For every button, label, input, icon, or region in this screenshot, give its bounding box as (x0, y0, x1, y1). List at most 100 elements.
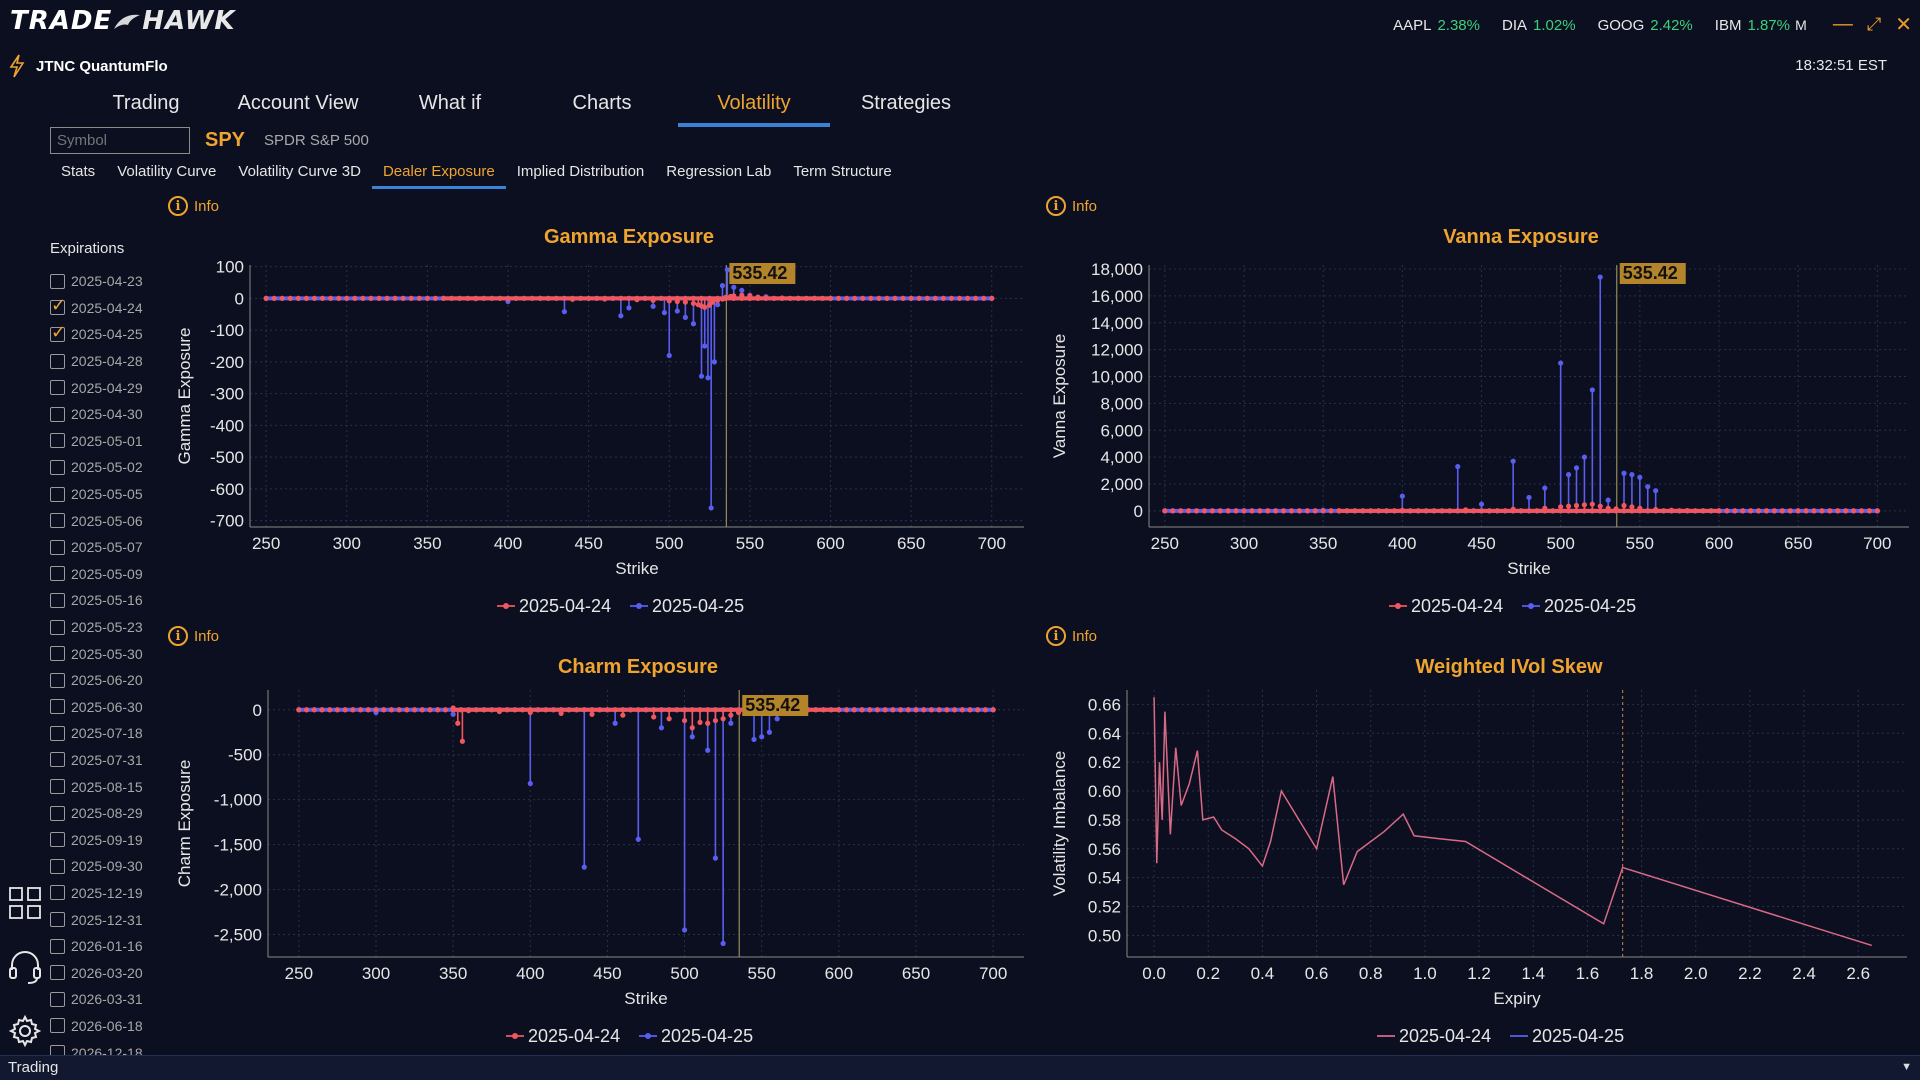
expiration-item[interactable]: 2025-07-18 (50, 720, 143, 747)
skew-info-button[interactable]: i Info (1046, 626, 1097, 646)
expiration-checkbox[interactable] (50, 406, 65, 422)
expiration-checkbox[interactable] (50, 433, 65, 449)
expiration-item[interactable]: 2025-04-25 (50, 321, 143, 348)
ticker-item[interactable]: AAPL 2.38% (1393, 17, 1480, 34)
grid-icon[interactable] (8, 886, 42, 925)
expiration-item[interactable]: 2025-05-07 (50, 534, 143, 561)
expiration-checkbox[interactable] (50, 752, 65, 768)
expiration-item[interactable]: 2025-12-19 (50, 880, 143, 907)
headset-icon[interactable] (8, 950, 42, 991)
window-menu-button[interactable]: M (1795, 16, 1807, 33)
expiration-checkbox[interactable] (50, 938, 65, 954)
spot-label: 535.42 (732, 263, 787, 283)
expiration-checkbox[interactable] (50, 991, 65, 1007)
symbol-input[interactable] (50, 127, 190, 154)
expiration-checkbox[interactable] (50, 725, 65, 741)
chevron-down-icon[interactable]: ▼ (1901, 1061, 1912, 1073)
tab-account-view[interactable]: Account View (237, 92, 359, 114)
expiration-checkbox[interactable] (50, 539, 65, 555)
subtab-term-structure[interactable]: Term Structure (793, 163, 892, 180)
expiration-checkbox[interactable] (50, 592, 65, 608)
expiration-checkbox[interactable] (50, 322, 66, 343)
expiration-checkbox[interactable] (50, 672, 65, 688)
expiration-item[interactable]: 2025-04-29 (50, 374, 143, 401)
subtab-volatility-curve-3d[interactable]: Volatility Curve 3D (238, 163, 361, 180)
tab-volatility[interactable]: Volatility (678, 92, 830, 127)
expiration-item[interactable]: 2025-04-24 (50, 295, 143, 322)
x-tick-label: 250 (252, 534, 280, 553)
expiration-item[interactable]: 2025-07-31 (50, 747, 143, 774)
expiration-item[interactable]: 2025-05-16 (50, 587, 143, 614)
expiration-item[interactable]: 2025-05-23 (50, 614, 143, 641)
expiration-item[interactable]: 2025-05-09 (50, 561, 143, 588)
expiration-checkbox[interactable] (50, 885, 65, 901)
expiration-checkbox[interactable] (50, 273, 65, 289)
expiration-checkbox[interactable] (50, 1018, 65, 1034)
tab-what-if[interactable]: What if (418, 92, 482, 114)
expiration-item[interactable]: 2025-09-19 (50, 826, 143, 853)
expiration-item[interactable]: 2026-03-20 (50, 959, 143, 986)
expiration-item[interactable]: 2025-06-20 (50, 667, 143, 694)
expiration-checkbox[interactable] (50, 646, 65, 662)
expiration-checkbox[interactable] (50, 619, 65, 635)
expiration-item[interactable]: 2026-01-16 (50, 933, 143, 960)
subtab-regression-lab[interactable]: Regression Lab (666, 163, 772, 180)
y-tick-label: 4,000 (1100, 448, 1143, 467)
data-point (964, 295, 971, 301)
expiration-checkbox[interactable] (50, 513, 65, 529)
subtab-dealer-exposure[interactable]: Dealer Exposure (371, 163, 506, 189)
status-bar[interactable]: Trading ▼ (0, 1055, 1920, 1080)
minimize-icon[interactable]: — (1832, 13, 1853, 35)
tab-trading[interactable]: Trading (112, 92, 180, 114)
expiration-item[interactable]: 2025-05-05 (50, 481, 143, 508)
expiration-item[interactable]: 2025-09-30 (50, 853, 143, 880)
ticker-item[interactable]: IBM 1.87% (1715, 17, 1790, 34)
expiration-item[interactable]: 2025-05-06 (50, 507, 143, 534)
expiration-checkbox[interactable] (50, 912, 65, 928)
expiration-checkbox[interactable] (50, 832, 65, 848)
expiration-item[interactable]: 2025-12-31 (50, 906, 143, 933)
expiration-item[interactable]: 2025-05-01 (50, 428, 143, 455)
expiration-item[interactable]: 2026-06-18 (50, 1013, 143, 1040)
tab-strategies[interactable]: Strategies (860, 92, 952, 114)
y-tick-label: 0.66 (1088, 695, 1121, 714)
expiration-checkbox[interactable] (50, 380, 65, 396)
expiration-checkbox[interactable] (50, 353, 65, 369)
data-point (1653, 488, 1659, 494)
subtab-stats[interactable]: Stats (61, 163, 96, 180)
expiration-item[interactable]: 2025-08-15 (50, 773, 143, 800)
gear-icon[interactable] (8, 1014, 42, 1053)
subtab-volatility-curve[interactable]: Volatility Curve (117, 163, 217, 180)
expiration-item[interactable]: 2025-05-02 (50, 454, 143, 481)
expiration-checkbox[interactable] (50, 486, 65, 502)
ticker-item[interactable]: GOOG 2.42% (1598, 17, 1693, 34)
expiration-checkbox[interactable] (50, 566, 65, 582)
series-line (1153, 697, 1873, 947)
legend-label: 2025-04-24 (1411, 596, 1503, 616)
expiration-checkbox[interactable] (50, 965, 65, 981)
expiration-checkbox[interactable] (50, 779, 65, 795)
expiration-item[interactable]: 2025-08-29 (50, 800, 143, 827)
ticker-item[interactable]: DIA 1.02% (1502, 17, 1576, 34)
expiration-checkbox[interactable] (50, 459, 65, 475)
expiration-item[interactable]: 2026-03-31 (50, 986, 143, 1013)
close-icon[interactable]: ✕ (1895, 14, 1912, 36)
expiration-checkbox[interactable] (50, 805, 65, 821)
subtab-implied-distribution[interactable]: Implied Distribution (516, 163, 645, 180)
info-label: Info (194, 197, 220, 215)
expiration-item[interactable]: 2025-04-28 (50, 348, 143, 375)
expiration-item[interactable]: 2025-04-30 (50, 401, 143, 428)
expiration-checkbox[interactable] (50, 295, 66, 316)
gamma-info-button[interactable]: i Info (168, 196, 219, 216)
vanna-info-button[interactable]: i Info (1046, 196, 1097, 216)
tab-charts[interactable]: Charts (572, 92, 632, 114)
expiration-item[interactable]: 2025-06-30 (50, 694, 143, 721)
expiration-checkbox[interactable] (50, 858, 65, 874)
charm-info-button[interactable]: i Info (168, 626, 219, 646)
data-point (1605, 497, 1611, 503)
expiration-date: 2025-05-06 (71, 512, 143, 529)
expiration-checkbox[interactable] (50, 699, 65, 715)
expiration-item[interactable]: 2025-05-30 (50, 640, 143, 667)
restore-icon[interactable]: ⤢ (1866, 14, 1882, 34)
expiration-item[interactable]: 2025-04-23 (50, 268, 143, 295)
